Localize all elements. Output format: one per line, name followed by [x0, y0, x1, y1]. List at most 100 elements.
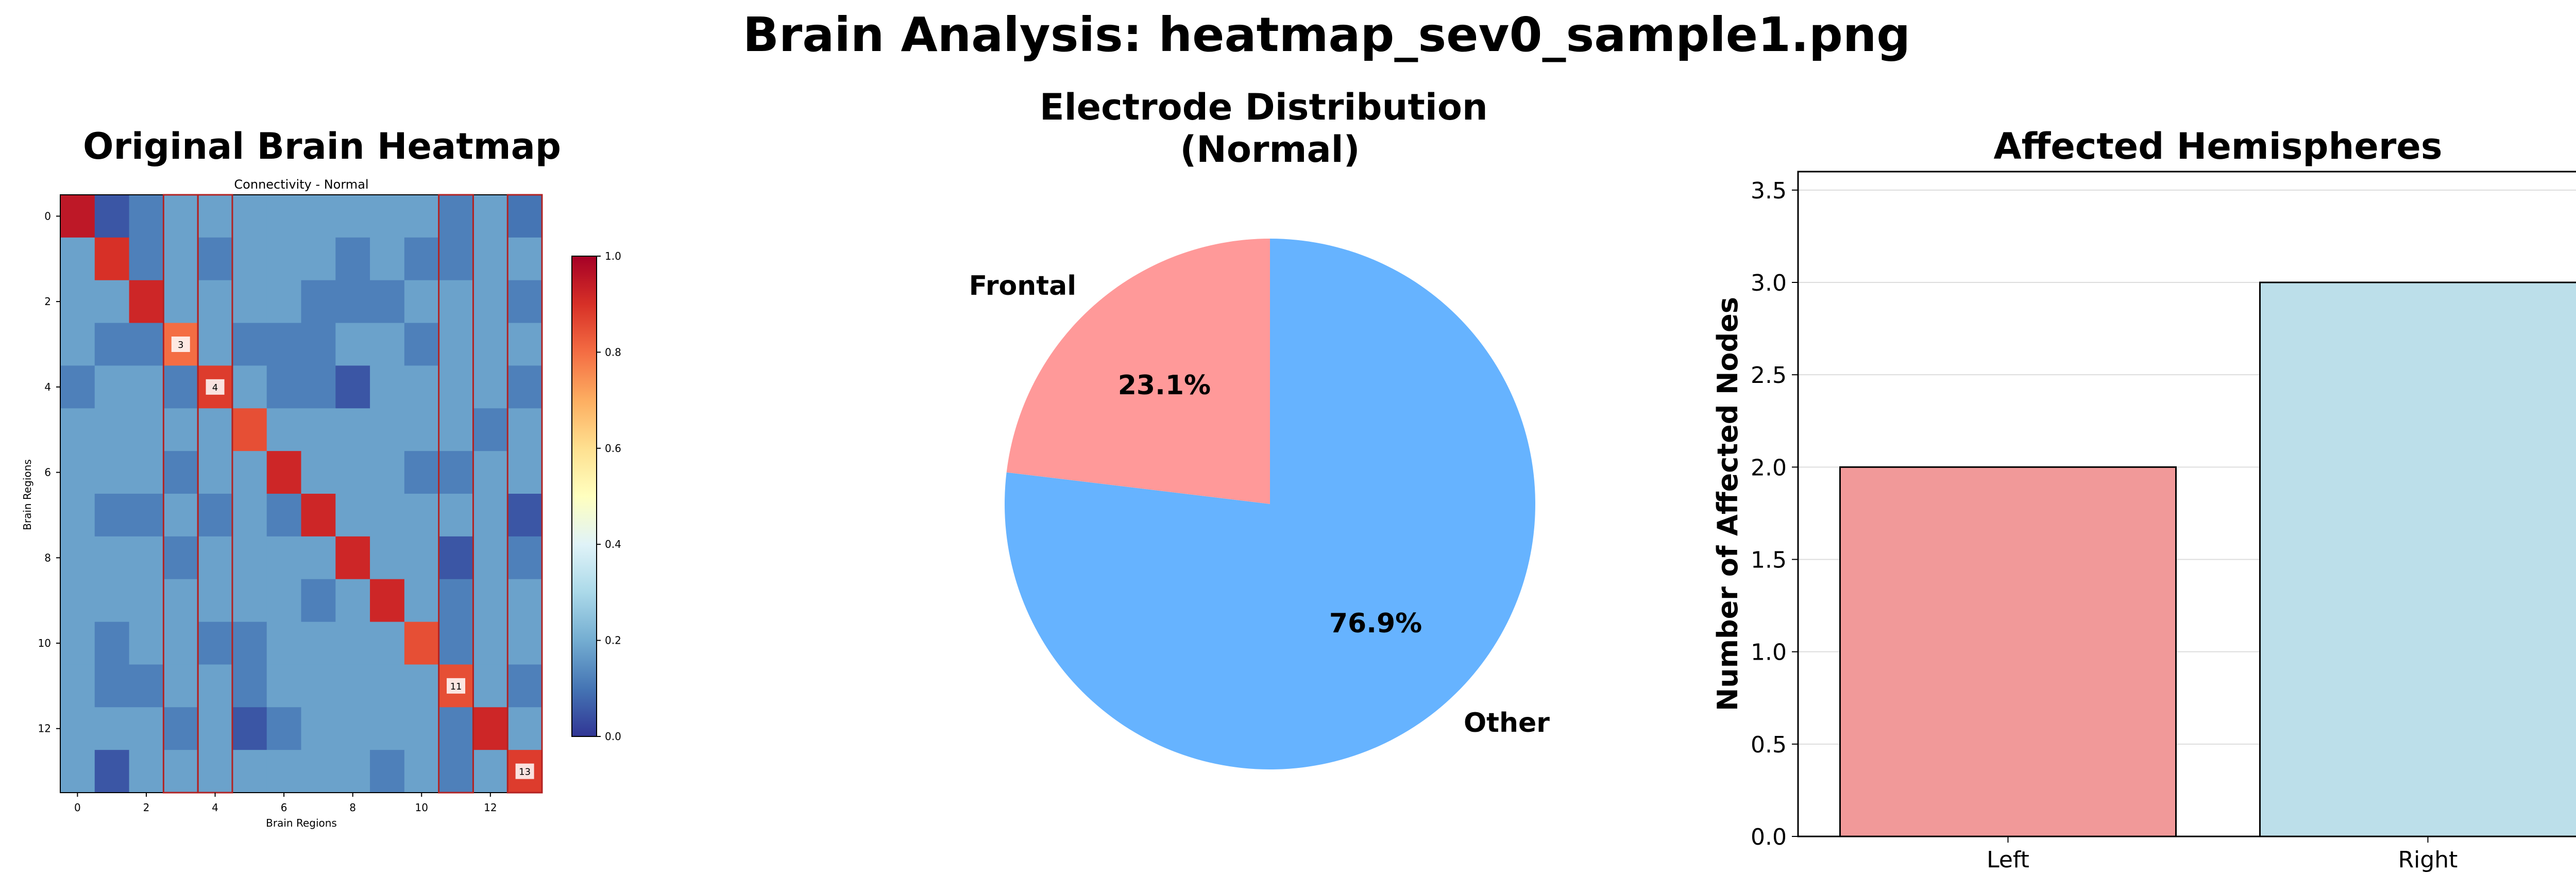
heatmap-cell	[94, 707, 130, 750]
heatmap-cell	[198, 237, 233, 281]
heatmap-cell	[335, 494, 370, 537]
heatmap-cell	[60, 494, 95, 537]
heatmap-cell	[301, 707, 336, 750]
heatmap-cell	[163, 237, 198, 281]
y-tick-label: 2.5	[1751, 362, 1787, 389]
heatmap-cell	[129, 536, 164, 580]
heatmap-cell	[473, 750, 508, 793]
heatmap-cell	[232, 579, 267, 623]
heatmap-cell	[232, 323, 267, 366]
heatmap-cell	[232, 664, 267, 708]
heatmap-cell	[94, 451, 130, 494]
heatmap-cell	[129, 494, 164, 537]
x-tick-label: Right	[2398, 847, 2458, 873]
heatmap-cell	[438, 280, 473, 324]
heatmap-cell	[404, 280, 439, 324]
colorbar-tick-label: 0.0	[605, 730, 621, 743]
figure-title: Brain Analysis: heatmap_sev0_sample1.png	[742, 7, 1911, 62]
pie-slice-frontal	[1006, 239, 1270, 504]
heatmap-cell	[473, 280, 508, 324]
heatmap-cell	[232, 195, 267, 238]
heatmap-cell	[404, 707, 439, 750]
heatmap-cell	[438, 451, 473, 494]
heatmap-cell	[370, 323, 405, 366]
heatmap-cell	[232, 408, 267, 451]
heatmap-cell	[473, 408, 508, 451]
heatmap-cell	[198, 323, 233, 366]
highlight-column	[506, 194, 543, 794]
heatmap-cell	[163, 622, 198, 665]
heatmap-y-ticks: 0 2 4 6 8 10 12	[38, 210, 60, 735]
heatmap-inner-title: Connectivity - Normal	[234, 177, 368, 192]
heatmap-cell	[507, 494, 543, 537]
heatmap-cell	[404, 536, 439, 580]
x-tick-label: 6	[281, 801, 287, 814]
pie-slice-label: Other	[1464, 708, 1550, 739]
heatmap-annotations: 3 4 11 13	[171, 337, 534, 779]
x-tick-label: 0	[74, 801, 81, 814]
annotation-label: 11	[450, 681, 462, 692]
heatmap-cell	[301, 494, 336, 537]
annotation-label: 4	[212, 382, 218, 393]
heatmap-cell	[94, 579, 130, 623]
x-tick-label: 8	[349, 801, 356, 814]
heatmap-cell	[370, 451, 405, 494]
heatmap-cell	[60, 707, 95, 750]
heatmap-cell	[335, 280, 370, 324]
y-tick-label: 10	[38, 637, 51, 649]
heatmap-cell	[198, 195, 233, 238]
heatmap-cell	[370, 237, 405, 281]
heatmap-cell	[507, 408, 543, 451]
heatmap-cell	[163, 750, 198, 793]
heatmap-cell	[301, 664, 336, 708]
heatmap-cell	[370, 664, 405, 708]
heatmap-cell	[335, 451, 370, 494]
heatmap-cell	[404, 494, 439, 537]
heatmap-cell	[129, 664, 164, 708]
heatmap-cell	[335, 237, 370, 281]
heatmap-cell	[473, 365, 508, 409]
heatmap-cells	[60, 194, 543, 793]
heatmap-cell	[94, 323, 130, 366]
heatmap-cell	[94, 237, 130, 281]
heatmap-cell	[129, 195, 164, 238]
heatmap-cell	[438, 494, 473, 537]
heatmap-cell	[198, 664, 233, 708]
pie-slices	[1004, 239, 1536, 769]
heatmap-cell	[60, 365, 95, 409]
heatmap-cell	[94, 195, 130, 238]
heatmap-cell	[198, 494, 233, 537]
heatmap-cell	[198, 451, 233, 494]
heatmap-cell	[163, 280, 198, 324]
heatmap-cell	[266, 195, 301, 238]
heatmap-cell	[473, 622, 508, 665]
heatmap-cell	[370, 195, 405, 238]
heatmap-cell	[163, 707, 198, 750]
heatmap-cell	[438, 707, 473, 750]
heatmap-cell	[94, 664, 130, 708]
heatmap-cell	[335, 750, 370, 793]
heatmap-cell	[232, 451, 267, 494]
heatmap-cell	[507, 622, 543, 665]
heatmap-cell	[404, 622, 439, 665]
annotation-label: 3	[178, 340, 183, 350]
bar-left	[1839, 466, 2177, 837]
heatmap-cell	[266, 750, 301, 793]
x-tick-label: 10	[415, 801, 428, 814]
heatmap-cell	[404, 579, 439, 623]
heatmap-cell	[335, 707, 370, 750]
heatmap-cell	[370, 365, 405, 409]
heatmap-cell	[60, 664, 95, 708]
heatmap-cell	[507, 195, 543, 238]
heatmap-cell	[438, 365, 473, 409]
heatmap-cell	[438, 237, 473, 281]
heatmap-cell	[266, 664, 301, 708]
heatmap-cell	[507, 323, 543, 366]
heatmap-cell	[94, 280, 130, 324]
heatmap-cell	[266, 451, 301, 494]
heatmap-cell	[301, 536, 336, 580]
pie-labels: 23.1% Frontal 76.9% Other	[969, 271, 1550, 739]
y-tick-label: 1.5	[1751, 547, 1787, 574]
pie-percent-label: 76.9%	[1329, 608, 1422, 639]
heatmap-cell	[129, 707, 164, 750]
